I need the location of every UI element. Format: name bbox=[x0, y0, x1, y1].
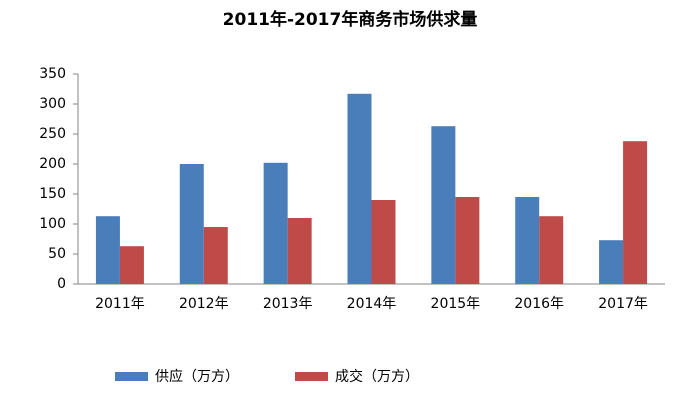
x-tick-label: 2014年 bbox=[347, 296, 397, 312]
bar bbox=[623, 141, 648, 284]
legend-swatch bbox=[295, 372, 328, 381]
bar bbox=[287, 218, 312, 284]
bar bbox=[347, 93, 372, 284]
x-tick-label: 2017年 bbox=[598, 296, 648, 312]
y-tick-label: 300 bbox=[39, 96, 66, 112]
legend-swatch bbox=[115, 372, 148, 381]
x-tick-label: 2011年 bbox=[95, 296, 145, 312]
bar bbox=[179, 164, 204, 284]
y-tick-label: 50 bbox=[48, 246, 66, 262]
y-tick-label: 250 bbox=[39, 126, 66, 142]
bar bbox=[371, 200, 396, 284]
x-tick-label: 2013年 bbox=[263, 296, 313, 312]
x-tick-label: 2016年 bbox=[514, 296, 564, 312]
bar bbox=[599, 240, 624, 284]
y-tick-label: 150 bbox=[39, 186, 66, 202]
bar bbox=[203, 227, 228, 284]
y-tick-label: 100 bbox=[39, 216, 66, 232]
chart-title: 2011年-2017年商务市场供求量 bbox=[223, 9, 478, 30]
bar bbox=[95, 216, 120, 284]
bar bbox=[455, 197, 480, 284]
x-tick-label: 2015年 bbox=[431, 296, 481, 312]
y-tick-label: 0 bbox=[57, 276, 66, 292]
bar bbox=[263, 162, 288, 284]
legend-label: 供应（万方） bbox=[155, 368, 239, 385]
y-tick-label: 350 bbox=[39, 66, 66, 82]
bar bbox=[431, 126, 456, 284]
x-tick-label: 2012年 bbox=[179, 296, 229, 312]
bar bbox=[515, 197, 540, 284]
bar bbox=[119, 246, 144, 284]
bar bbox=[539, 216, 564, 284]
legend-label: 成交（万方） bbox=[335, 368, 419, 385]
y-tick-label: 200 bbox=[39, 156, 66, 172]
